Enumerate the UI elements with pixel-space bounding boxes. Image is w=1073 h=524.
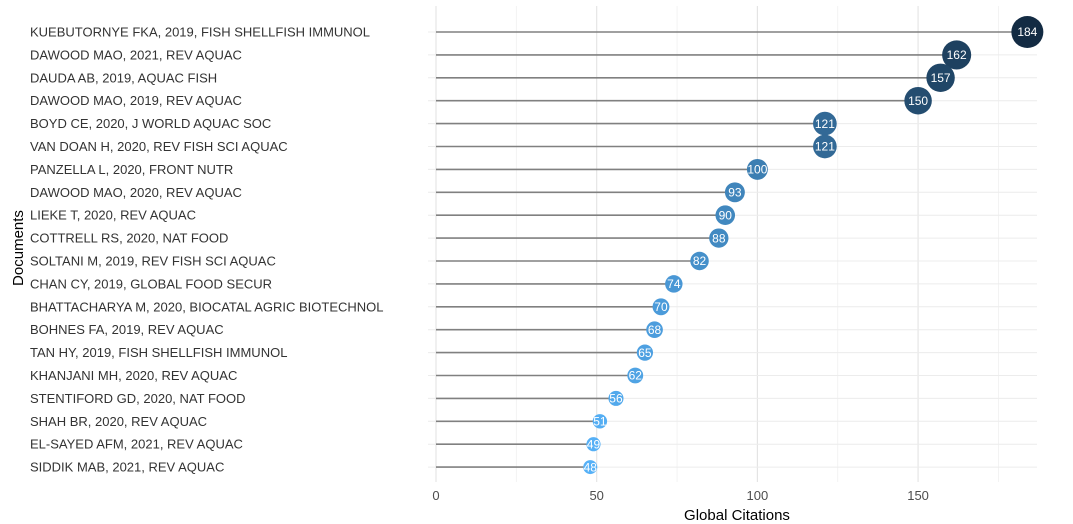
- category-label: BHATTACHARYA M, 2020, BIOCATAL AGRIC BIO…: [30, 299, 384, 314]
- x-tick-label: 100: [747, 488, 769, 503]
- dot: [813, 134, 837, 159]
- category-label: BOHNES FA, 2019, REV AQUAC: [30, 322, 224, 337]
- value-label: 121: [815, 140, 835, 154]
- category-label: CHAN CY, 2019, GLOBAL FOOD SECUR: [30, 276, 272, 291]
- value-label: 48: [584, 460, 598, 474]
- x-tick-labels: 0 50 100 150: [432, 488, 929, 503]
- dot: [586, 437, 601, 452]
- value-label: 121: [815, 117, 835, 131]
- value-label: 62: [629, 369, 643, 383]
- value-label: 68: [648, 323, 662, 337]
- category-label: KUEBUTORNYE FKA, 2019, FISH SHELLFISH IM…: [30, 25, 370, 40]
- dot: [1011, 16, 1044, 48]
- stems: [436, 31, 1028, 468]
- dot: [690, 251, 709, 271]
- value-label: 100: [747, 163, 767, 177]
- value-label: 162: [947, 48, 967, 62]
- value-label: 150: [908, 94, 928, 108]
- dot: [646, 321, 663, 339]
- dot: [652, 298, 670, 316]
- value-label: 65: [638, 346, 652, 360]
- category-label: BOYD CE, 2020, J WORLD AQUAC SOC: [30, 116, 271, 131]
- dot: [636, 344, 654, 361]
- dot: [904, 86, 932, 115]
- category-label: EL-SAYED AFM, 2021, REV AQUAC: [30, 437, 243, 452]
- dot: [608, 390, 624, 406]
- category-label: TAN HY, 2019, FISH SHELLFISH IMMUNOL: [30, 345, 287, 360]
- value-label: 90: [719, 208, 733, 222]
- value-label: 184: [1017, 25, 1037, 39]
- value-label: 93: [728, 186, 742, 200]
- category-labels: KUEBUTORNYE FKA, 2019, FISH SHELLFISH IM…: [30, 25, 384, 475]
- value-label: 70: [654, 300, 668, 314]
- category-label: LIEKE T, 2020, REV AQUAC: [30, 208, 196, 223]
- value-label: 88: [712, 231, 726, 245]
- x-axis-title: Global Citations: [684, 507, 790, 524]
- category-label: SHAH BR, 2020, REV AQUAC: [30, 414, 207, 429]
- y-axis-title: Documents: [10, 210, 27, 286]
- value-label: 49: [587, 437, 601, 451]
- dot: [592, 414, 608, 429]
- dot: [709, 228, 729, 248]
- category-label: DAUDA AB, 2019, AQUAC FISH: [30, 70, 217, 85]
- category-label: DAWOOD MAO, 2019, REV AQUAC: [30, 93, 242, 108]
- dot: [583, 460, 598, 475]
- category-label: STENTIFORD GD, 2020, NAT FOOD: [30, 391, 246, 406]
- x-tick-label: 150: [907, 488, 929, 503]
- category-label: COTTRELL RS, 2020, NAT FOOD: [30, 231, 228, 246]
- category-label: KHANJANI MH, 2020, REV AQUAC: [30, 368, 237, 383]
- value-label: 157: [931, 71, 951, 85]
- value-label: 74: [667, 277, 681, 291]
- dot: [813, 111, 837, 136]
- x-tick-label: 0: [432, 488, 439, 503]
- category-label: VAN DOAN H, 2020, REV FISH SCI AQUAC: [30, 139, 288, 154]
- dot: [627, 367, 644, 384]
- dot: [724, 182, 745, 203]
- value-label: 82: [693, 254, 707, 268]
- dot: [715, 205, 736, 225]
- category-label: DAWOOD MAO, 2021, REV AQUAC: [30, 47, 242, 62]
- dot: [746, 158, 768, 180]
- dot: [942, 40, 972, 70]
- x-tick-label: 50: [589, 488, 603, 503]
- value-label: 51: [593, 415, 607, 429]
- dot: [926, 63, 955, 93]
- category-label: SIDDIK MAB, 2021, REV AQUAC: [30, 460, 224, 475]
- category-label: PANZELLA L, 2020, FRONT NUTR: [30, 162, 233, 177]
- dot: [665, 275, 683, 293]
- category-label: DAWOOD MAO, 2020, REV AQUAC: [30, 185, 242, 200]
- category-label: SOLTANI M, 2019, REV FISH SCI AQUAC: [30, 254, 276, 269]
- value-label: 56: [609, 392, 623, 406]
